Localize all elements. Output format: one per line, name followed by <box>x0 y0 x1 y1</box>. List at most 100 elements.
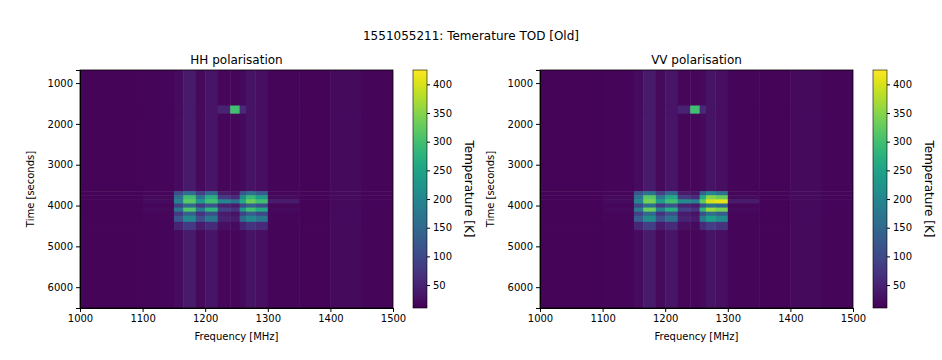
tick: 1000 <box>68 308 93 324</box>
heat-cell <box>174 114 184 192</box>
heat-cell <box>643 70 656 106</box>
heat-cell <box>196 195 206 200</box>
heat-cell <box>218 222 231 231</box>
tick-label: 350 <box>433 108 452 119</box>
heat-cell <box>790 191 822 196</box>
heat-cell <box>80 208 143 213</box>
tick-mark <box>393 308 394 312</box>
heat-cell <box>255 208 268 213</box>
heat-cell <box>183 216 196 223</box>
heat-cell <box>205 106 218 115</box>
heat-cell <box>700 222 707 231</box>
heat-cell <box>656 191 666 196</box>
heat-cell <box>183 208 196 213</box>
heat-cell <box>205 216 218 223</box>
tick-mark <box>76 206 80 207</box>
heat-cell <box>268 106 300 115</box>
heat-cell <box>603 70 635 106</box>
tick: 4000 <box>48 200 80 211</box>
axis-line <box>81 309 394 313</box>
heat-cell <box>183 222 196 231</box>
heat-cell <box>759 216 791 223</box>
tick-mark <box>536 287 540 288</box>
heat-cell <box>362 195 393 200</box>
heat-cell <box>246 212 256 217</box>
heat-cell <box>678 70 691 106</box>
heat-cell <box>143 208 175 213</box>
heat-cell <box>715 195 728 200</box>
tick: 400 <box>427 79 452 90</box>
heat-cell <box>715 70 728 106</box>
heat-cell <box>603 199 635 204</box>
heat-cell <box>759 203 791 208</box>
tick: 1000 <box>508 78 540 89</box>
heat-cell <box>362 203 393 208</box>
tick-mark <box>536 83 540 84</box>
heat-cell <box>643 222 656 231</box>
heat-cell <box>362 199 393 204</box>
tick-label: 250 <box>433 165 452 176</box>
tick-mark <box>205 308 206 312</box>
heat-cell <box>299 216 331 223</box>
heat-cell <box>240 216 247 223</box>
heat-cell <box>268 208 300 213</box>
x-axis-title: Frequency [MHz] <box>194 331 278 342</box>
heat-cell <box>255 222 268 231</box>
heat-cell <box>706 212 716 217</box>
heat-cell <box>540 212 603 217</box>
heat-cell <box>255 216 268 223</box>
heat-cell <box>246 70 256 106</box>
heat-cell <box>362 106 393 115</box>
heat-cell <box>174 191 184 196</box>
tick: 1200 <box>653 308 678 324</box>
heat-cell <box>634 199 644 204</box>
heat-cell <box>728 203 760 208</box>
heat-cell <box>230 208 240 213</box>
heat-cell <box>665 114 678 192</box>
heat-cell <box>715 203 728 208</box>
heat-cell <box>174 203 184 208</box>
heat-cell <box>700 230 707 308</box>
heat-cell <box>603 195 635 200</box>
heat-cell <box>268 195 300 200</box>
heat-cell <box>728 208 760 213</box>
heat-cell <box>715 212 728 217</box>
heat-cell <box>678 230 691 308</box>
heat-cell <box>246 222 256 231</box>
heat-cell <box>634 70 644 106</box>
tick-label: 150 <box>893 222 912 233</box>
heat-cell <box>218 203 231 208</box>
colorbar <box>413 70 427 308</box>
heat-cell <box>706 106 716 115</box>
heat-cell <box>665 191 678 196</box>
tick: 400 <box>887 79 912 90</box>
tick: 150 <box>427 222 452 233</box>
heat-cell <box>183 70 196 106</box>
tick-label: 1400 <box>318 313 343 324</box>
heat-cell <box>643 230 656 308</box>
heat-cell <box>656 216 666 223</box>
y-axis-title: Time [seconds] <box>25 151 36 228</box>
heat-cell <box>299 195 331 200</box>
heat-cell <box>246 106 256 115</box>
tick-label: 1100 <box>590 313 615 324</box>
tick-mark <box>427 199 430 200</box>
tick-label: 1000 <box>528 313 553 324</box>
chart: 1551055211: Temerature TOD [Old]10001100… <box>0 0 942 360</box>
heat-cell <box>643 212 656 217</box>
heat-cell <box>790 230 822 308</box>
heat-cell <box>268 70 300 106</box>
tick: 3000 <box>508 159 540 170</box>
heat-cell <box>678 222 691 231</box>
heat-cell <box>690 208 700 213</box>
heat-cell <box>759 212 791 217</box>
heat-cell <box>246 230 256 308</box>
heat-cell <box>240 230 247 308</box>
colorbar-axis: 50100150200250300350400 <box>887 71 912 309</box>
heat-cell <box>822 70 853 106</box>
heat-cell <box>540 199 603 204</box>
heat-cell <box>728 212 760 217</box>
heat-cell <box>759 199 791 204</box>
tick-mark <box>536 246 540 247</box>
heat-cell <box>790 106 822 115</box>
